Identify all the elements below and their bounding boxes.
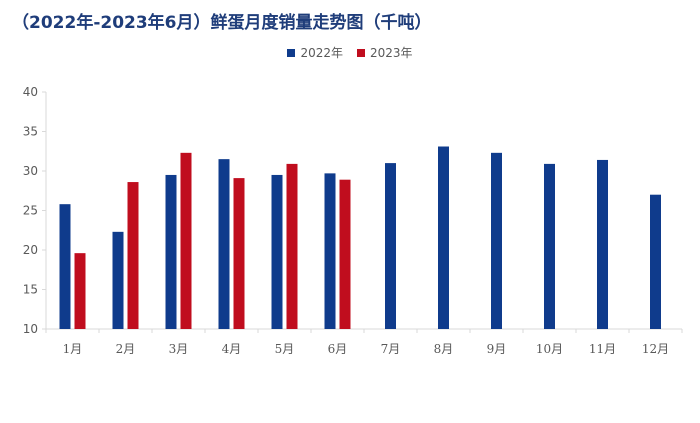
- x-tick-label: 10月: [536, 342, 563, 356]
- x-tick-label: 5月: [275, 342, 295, 356]
- x-tick-label: 3月: [169, 342, 189, 356]
- x-tick-label: 4月: [222, 342, 242, 356]
- bar-2022: [491, 152, 502, 329]
- bar-2023: [74, 253, 86, 329]
- bar-2023: [233, 178, 245, 329]
- bar-2022: [597, 159, 608, 329]
- legend-swatch-2023: [357, 48, 365, 57]
- y-tick-label: 15: [23, 283, 38, 297]
- bar-2022: [438, 146, 449, 329]
- x-tick-label: 6月: [328, 342, 348, 356]
- bar-2023: [339, 179, 351, 329]
- legend-item-2022: 2022年: [287, 44, 343, 61]
- legend-item-2023: 2023年: [357, 44, 413, 61]
- y-tick-label: 30: [23, 164, 38, 178]
- bar-2022: [544, 163, 555, 329]
- x-tick-label: 2月: [116, 342, 136, 356]
- legend-label-2022: 2022年: [300, 46, 343, 60]
- bar-2022: [650, 194, 661, 329]
- bar-2023: [286, 163, 298, 329]
- legend: 2022年 2023年: [0, 44, 700, 61]
- bar-2023: [180, 152, 192, 329]
- y-tick-label: 10: [23, 322, 38, 336]
- x-tick-label: 12月: [642, 342, 669, 356]
- x-tick-label: 8月: [434, 342, 454, 356]
- x-tick-label: 7月: [381, 342, 401, 356]
- legend-swatch-2022: [287, 48, 296, 57]
- chart-title: （2022年-2023年6月）鲜蛋月度销量走势图（千吨）: [12, 13, 432, 33]
- x-tick-label: 11月: [589, 342, 616, 356]
- y-tick-label: 40: [23, 85, 38, 99]
- bar-2022: [59, 204, 71, 329]
- x-tick-label: 9月: [487, 342, 507, 356]
- bar-2022: [385, 163, 396, 329]
- bar-2022: [165, 174, 177, 329]
- bar-2022: [112, 231, 124, 329]
- legend-label-2023: 2023年: [370, 46, 413, 60]
- bar-2022: [271, 174, 283, 329]
- bar-2022: [218, 159, 230, 329]
- y-tick-label: 20: [23, 243, 38, 257]
- bar-2022: [324, 173, 336, 329]
- y-tick-label: 25: [23, 204, 38, 218]
- y-tick-label: 35: [23, 125, 38, 139]
- x-tick-label: 1月: [63, 342, 83, 356]
- bar-2023: [127, 182, 139, 329]
